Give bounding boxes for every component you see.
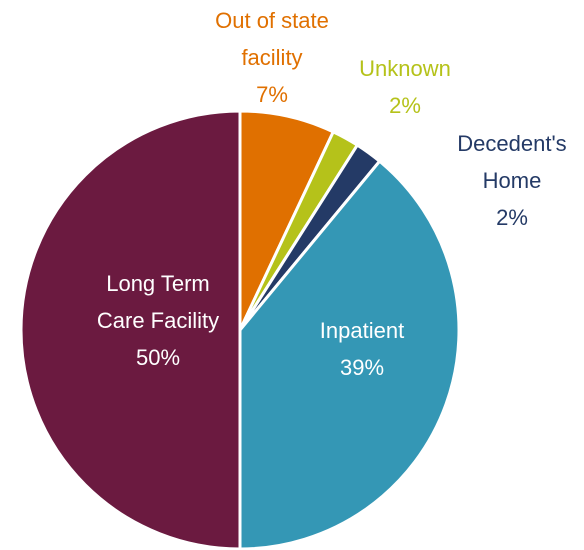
slice-label: Out of state facility 7% bbox=[202, 2, 342, 113]
pie-slice bbox=[19, 109, 242, 550]
slice-label: Unknown 2% bbox=[335, 50, 475, 124]
slice-label: Long Term Care Facility 50% bbox=[88, 265, 228, 376]
value-label: 39% bbox=[339, 355, 385, 380]
pie-slice bbox=[238, 159, 461, 550]
slice-label: Decedent's Home 2% bbox=[442, 125, 582, 236]
slice-label: Inpatient 39% bbox=[292, 312, 432, 386]
category-label: Long Term Care Facility bbox=[96, 271, 220, 333]
category-label: Unknown bbox=[359, 56, 451, 81]
value-label: 50% bbox=[135, 345, 181, 370]
value-label: 2% bbox=[389, 93, 421, 118]
category-label: Decedent's Home bbox=[457, 131, 567, 193]
value-label: 7% bbox=[256, 82, 288, 107]
value-label: 2% bbox=[496, 205, 528, 230]
category-label: Out of state facility bbox=[215, 8, 329, 70]
category-label: Inpatient bbox=[319, 318, 405, 343]
